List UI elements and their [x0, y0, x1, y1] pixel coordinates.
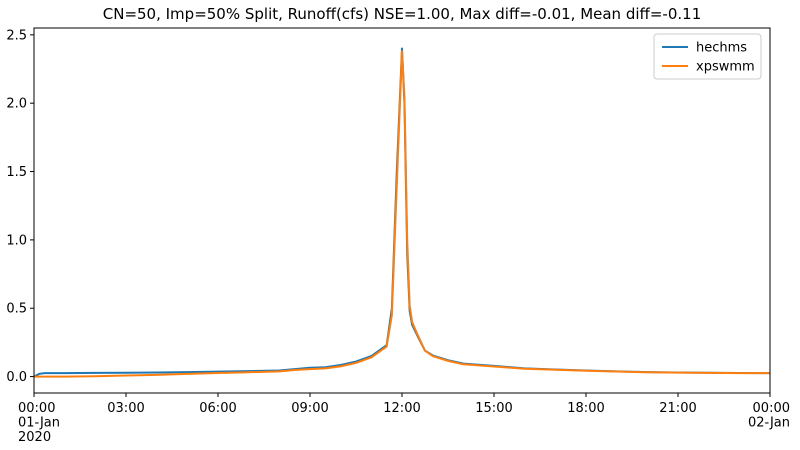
- x-tick-label: 01-Jan: [18, 416, 60, 431]
- series-line-xpswmm: [34, 50, 770, 378]
- y-tick-label: 1.0: [6, 233, 27, 248]
- x-tick-label: 21:00: [659, 401, 696, 416]
- x-tick-label: 03:00: [107, 401, 144, 416]
- x-tick-label: 00:00: [753, 401, 790, 416]
- x-tick-label: 00:00: [18, 401, 55, 416]
- legend: hechms xpswmm: [653, 33, 762, 80]
- x-tick-label: 15:00: [475, 401, 512, 416]
- y-tick-label: 2.0: [6, 97, 27, 112]
- x-tick-label: 09:00: [291, 401, 328, 416]
- y-tick-label: 1.5: [6, 165, 27, 180]
- series-line-hechms: [33, 47, 771, 378]
- x-tick-label: 02-Jan: [748, 416, 790, 431]
- legend-label-hechms: hechms: [696, 41, 747, 56]
- x-tick-label: 18:00: [567, 401, 604, 416]
- chart-title: CN=50, Imp=50% Split, Runoff(cfs) NSE=1.…: [103, 5, 701, 23]
- y-tick-label: 0.5: [6, 302, 27, 317]
- plot-lines: [33, 47, 771, 378]
- legend-box: [653, 33, 762, 80]
- x-tick-label: 12:00: [383, 401, 420, 416]
- legend-label-xpswmm: xpswmm: [696, 60, 755, 75]
- y-axis: 0.0 0.5 1.0 1.5 2.0 2.5: [6, 28, 34, 385]
- plot-frame: [33, 27, 771, 394]
- y-tick-label: 2.5: [6, 28, 27, 43]
- y-tick-label: 0.0: [6, 370, 27, 385]
- x-tick-label: 2020: [18, 430, 51, 445]
- x-tick-label: 06:00: [199, 401, 236, 416]
